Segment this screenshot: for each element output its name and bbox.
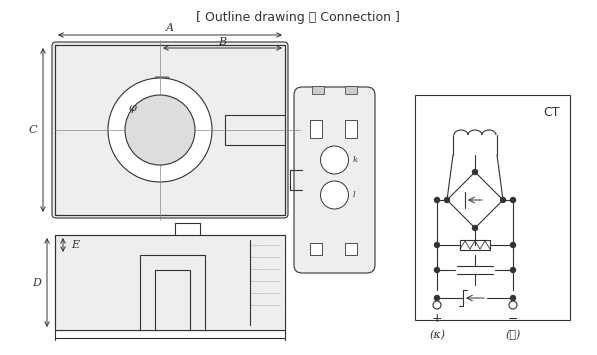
Text: φ: φ (128, 103, 136, 113)
Circle shape (435, 197, 439, 202)
FancyBboxPatch shape (155, 77, 169, 87)
Circle shape (435, 268, 439, 273)
Circle shape (509, 301, 517, 309)
Text: k: k (352, 156, 358, 164)
Bar (460, 240, 490, 250)
Bar (345, 86, 357, 94)
Circle shape (510, 197, 515, 202)
Text: −: − (508, 312, 518, 326)
Circle shape (108, 78, 212, 182)
Bar (57, 47, 283, 213)
Circle shape (510, 242, 515, 247)
Circle shape (321, 146, 349, 174)
Circle shape (445, 197, 450, 202)
Text: A: A (166, 23, 174, 33)
Circle shape (510, 295, 515, 300)
Circle shape (500, 197, 506, 202)
Circle shape (472, 169, 478, 175)
Text: CT: CT (544, 106, 560, 120)
Bar (310, 120, 322, 138)
Circle shape (125, 95, 195, 165)
Text: (κ): (κ) (429, 330, 445, 340)
FancyBboxPatch shape (294, 87, 375, 273)
Text: (ℓ): (ℓ) (505, 330, 521, 340)
Circle shape (435, 295, 439, 300)
FancyBboxPatch shape (52, 42, 288, 218)
Text: B: B (219, 37, 227, 47)
Text: l: l (352, 191, 355, 199)
Circle shape (435, 242, 439, 247)
Bar (415, 95, 570, 320)
Bar (345, 120, 357, 138)
Text: D: D (33, 278, 41, 288)
Circle shape (321, 181, 349, 209)
Bar (310, 243, 322, 255)
Text: C: C (29, 125, 37, 135)
Text: +: + (432, 312, 442, 326)
Text: [ Outline drawing ・ Connection ]: [ Outline drawing ・ Connection ] (196, 11, 400, 24)
Bar (312, 86, 324, 94)
Bar (345, 243, 357, 255)
Text: E: E (71, 240, 79, 250)
Circle shape (472, 225, 478, 230)
Circle shape (433, 301, 441, 309)
Circle shape (510, 268, 515, 273)
Bar (56, 236, 284, 329)
